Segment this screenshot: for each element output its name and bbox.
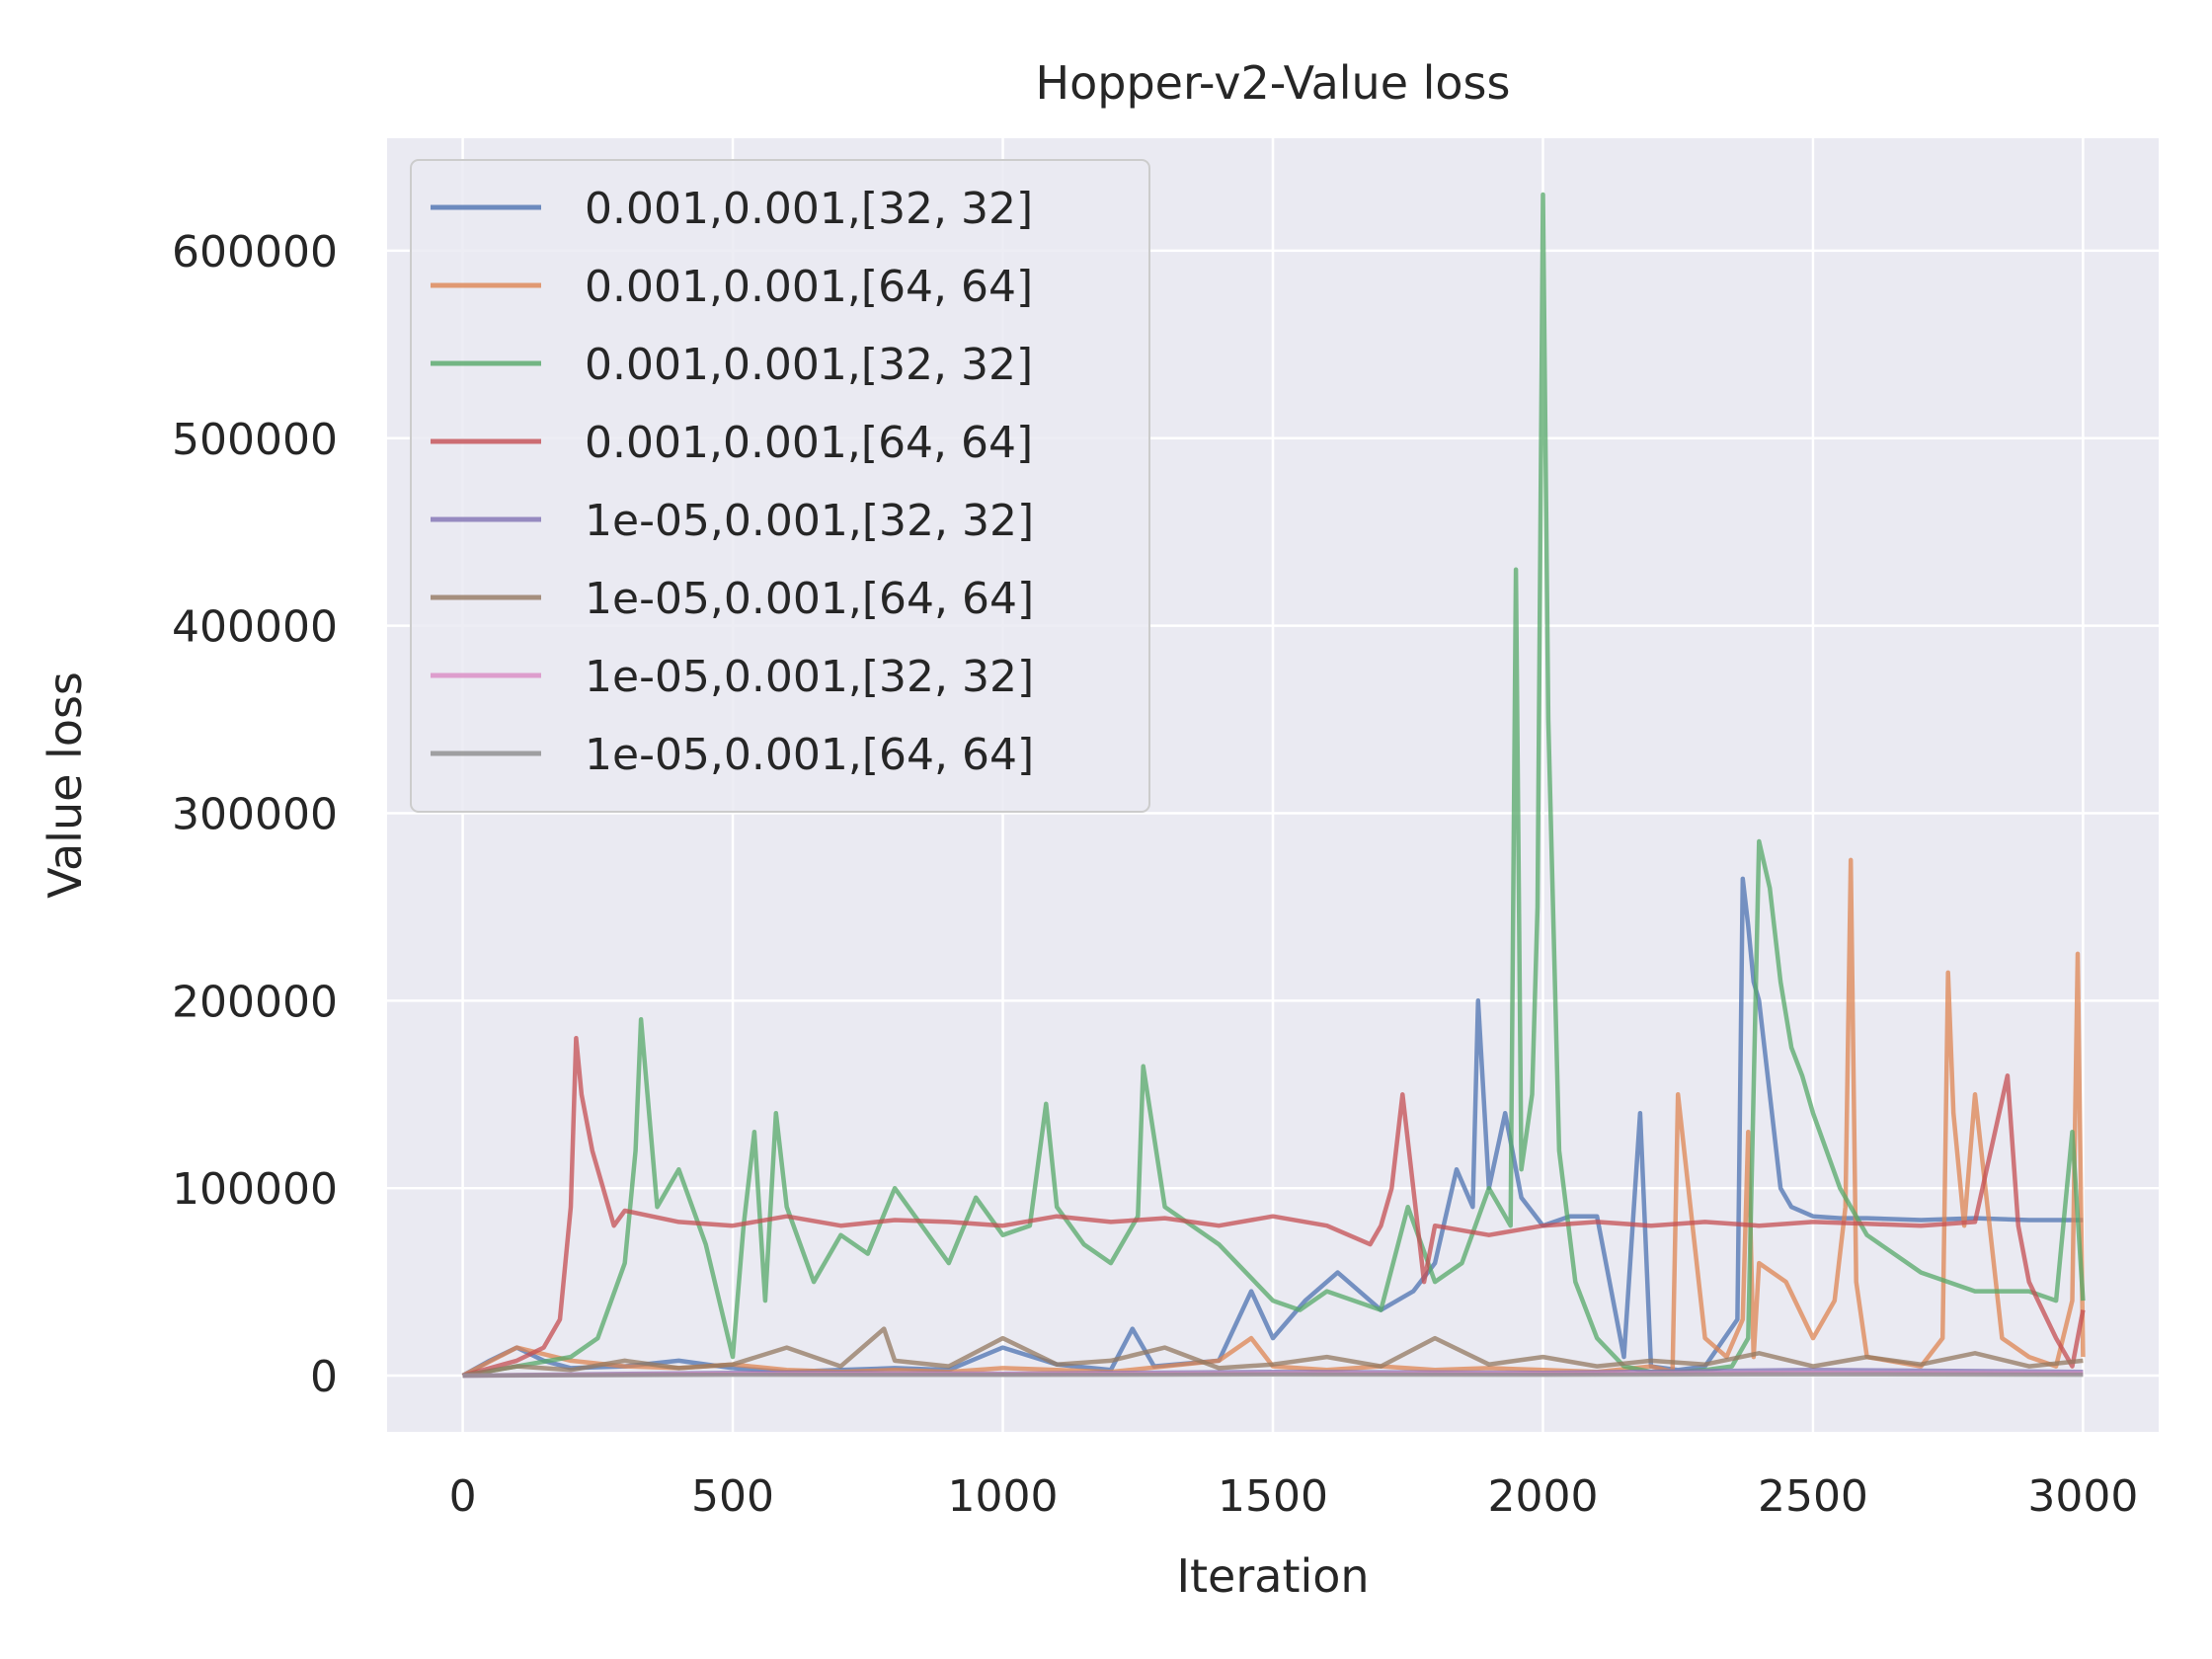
- legend-label: 0.001,0.001,[64, 64]: [585, 418, 1033, 468]
- series-group: [461, 192, 2086, 1379]
- legend-label: 0.001,0.001,[32, 32]: [585, 184, 1033, 234]
- legend: 0.001,0.001,[32, 32] 0.001,0.001,[64, 64]…: [410, 159, 1150, 813]
- x-tick-label: 3000: [2027, 1471, 2138, 1522]
- series-line-6: [462, 1326, 2084, 1379]
- x-tick-labels: 0 500 1000 1500 2000 2500 3000: [449, 1471, 2139, 1522]
- legend-label: 1e-05,0.001,[32, 32]: [585, 496, 1034, 546]
- y-tick-label: 100000: [172, 1164, 338, 1215]
- x-tick-label: 500: [691, 1471, 774, 1522]
- x-tick-label: 2500: [1758, 1471, 1868, 1522]
- legend-label: 0.001,0.001,[64, 64]: [585, 262, 1033, 312]
- y-tick-label: 600000: [172, 227, 338, 277]
- series-line-8: [462, 1372, 2084, 1379]
- y-tick-label: 400000: [172, 602, 338, 653]
- series-line-4: [462, 1036, 2086, 1379]
- series-line-3: [462, 192, 2086, 1379]
- x-tick-label: 1000: [948, 1471, 1059, 1522]
- series-line-2: [461, 857, 2086, 1378]
- y-tick-label: 200000: [172, 977, 338, 1027]
- y-tick-label: 300000: [172, 789, 338, 839]
- x-tick-label: 1500: [1218, 1471, 1328, 1522]
- legend-label: 1e-05,0.001,[64, 64]: [585, 730, 1034, 780]
- x-tick-label: 2000: [1487, 1471, 1598, 1522]
- y-tick-label: 500000: [172, 415, 338, 465]
- y-tick-labels: 0 100000 200000 300000 400000 500000 600000: [172, 227, 338, 1402]
- x-axis-label: Iteration: [1176, 1549, 1369, 1603]
- chart-title: Hopper-v2-Value loss: [1036, 56, 1511, 110]
- legend-label: 0.001,0.001,[32, 32]: [585, 340, 1033, 390]
- legend-box: [410, 159, 1150, 813]
- legend-label: 1e-05,0.001,[64, 64]: [585, 574, 1034, 624]
- x-tick-label: 0: [449, 1471, 477, 1522]
- legend-label: 1e-05,0.001,[32, 32]: [585, 652, 1034, 702]
- y-tick-label: 0: [310, 1352, 338, 1402]
- y-axis-label: Value loss: [39, 672, 92, 899]
